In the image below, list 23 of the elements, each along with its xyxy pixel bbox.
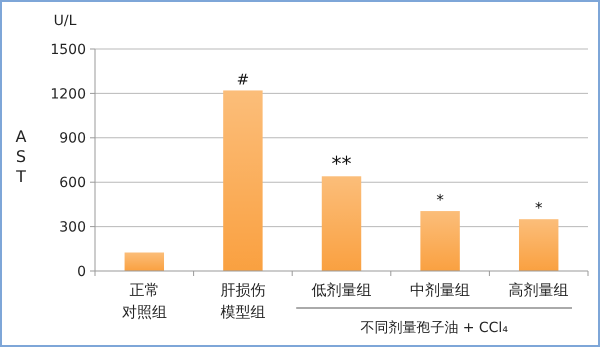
x-tick-label: 正常对照组 <box>122 281 167 321</box>
x-tick-label: 低剂量组 <box>312 281 372 299</box>
annotation: # <box>236 70 250 88</box>
annotation: * <box>534 199 543 218</box>
bar <box>223 90 263 271</box>
y-axis-title: AST <box>15 127 27 186</box>
x-tick-label: 高剂量组 <box>508 281 569 299</box>
y-tick-label: 1500 <box>50 42 86 58</box>
x-tick-label: 中剂量组 <box>410 281 470 299</box>
annotation: ** <box>332 151 352 176</box>
y-tick-label: 1200 <box>50 86 86 102</box>
y-tick-label: 0 <box>77 264 86 280</box>
text: 不同剂量孢子油 + CCl₄ <box>360 320 508 336</box>
annotation: * <box>436 191 444 210</box>
bar <box>322 176 362 271</box>
bar <box>124 252 164 271</box>
y-tick-label: 900 <box>59 130 86 147</box>
bar <box>518 219 558 271</box>
bar <box>420 211 460 271</box>
y-tick-label: 600 <box>59 175 86 192</box>
x-tick-label: 肝损伤模型组 <box>220 281 266 321</box>
y-tick-label: 300 <box>59 220 86 236</box>
text: U/L <box>54 12 77 29</box>
